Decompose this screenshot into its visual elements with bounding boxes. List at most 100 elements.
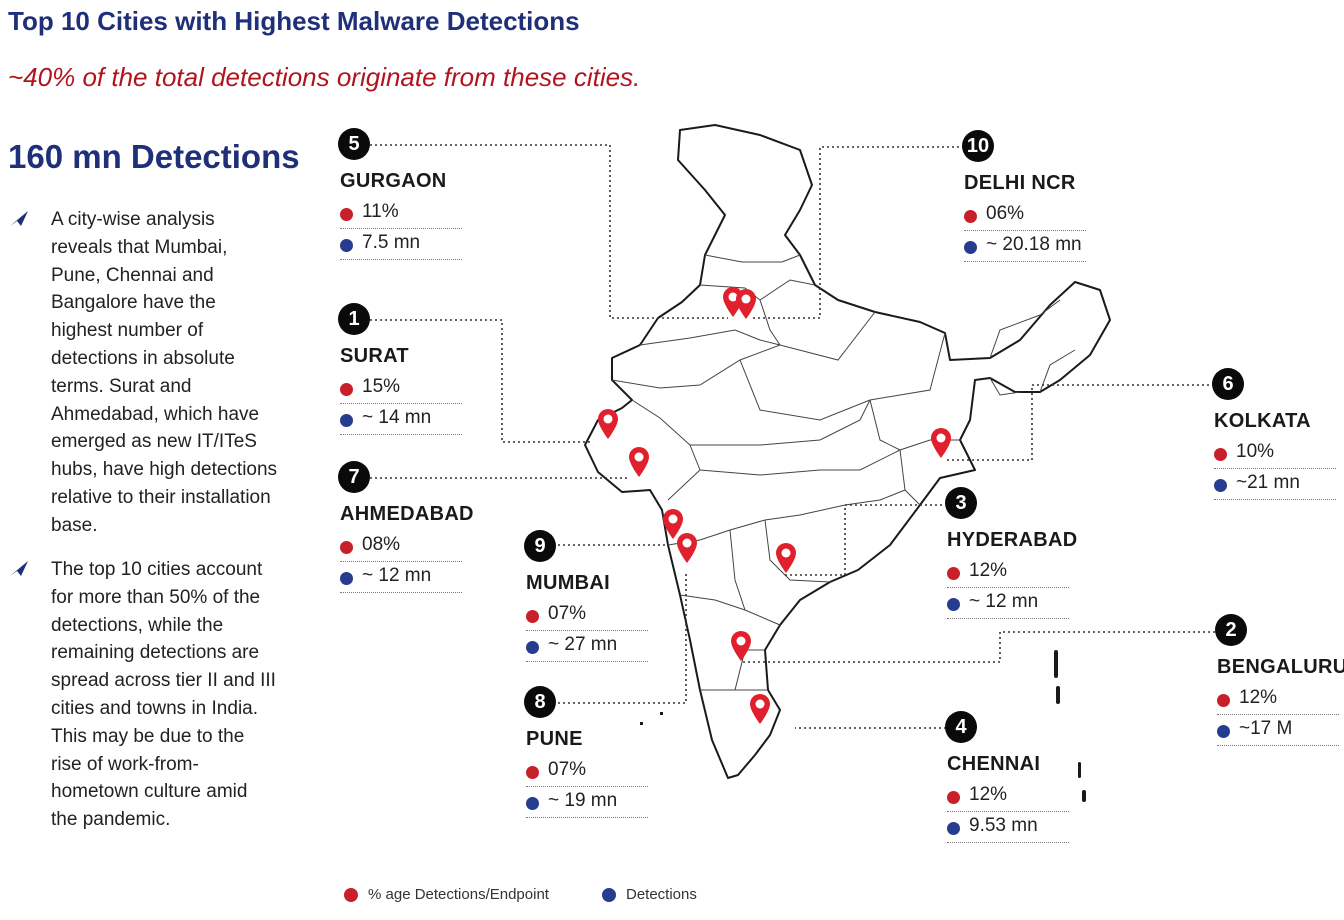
- detections-row: ~ 20.18 mn: [964, 231, 1086, 262]
- location-pin-icon: [750, 694, 770, 724]
- pct-value: 11%: [362, 201, 399, 222]
- legend-blue-dot-icon: [602, 888, 616, 902]
- detections-row: ~ 27 mn: [526, 631, 648, 662]
- red-dot-icon: [1217, 694, 1230, 707]
- red-dot-icon: [526, 610, 539, 623]
- city-name: HYDERABAD: [947, 529, 1078, 551]
- city-name: KOLKATA: [1214, 410, 1311, 432]
- location-pin-icon: [598, 409, 618, 439]
- pct-value: 10%: [1236, 441, 1275, 462]
- arrow-bullet-icon: [10, 211, 28, 226]
- pct-row: 11%: [340, 198, 462, 229]
- location-pin-icon: [677, 533, 697, 563]
- city-name: BENGALURU: [1217, 656, 1344, 678]
- detections-value: ~ 19 mn: [548, 790, 618, 811]
- detections-value: ~17 M: [1239, 718, 1293, 739]
- detections-row: ~ 12 mn: [340, 562, 462, 593]
- pct-row: 12%: [1217, 684, 1339, 715]
- bullet-text: The top 10 cities account for more than …: [51, 559, 276, 831]
- legend: % age Detections/Endpoint Detections: [344, 884, 744, 908]
- pct-value: 12%: [969, 560, 1008, 581]
- detections-value: 7.5 mn: [362, 232, 421, 253]
- islands: [640, 650, 1086, 802]
- pct-value: 07%: [548, 759, 587, 780]
- location-pin-icon: [736, 289, 756, 319]
- detections-row: ~ 19 mn: [526, 787, 648, 818]
- legend-pct-label: % age Detections/Endpoint: [368, 886, 549, 903]
- city-name: PUNE: [526, 728, 583, 750]
- page-subtitle: ~40% of the total detections originate f…: [8, 62, 641, 92]
- pct-row: 07%: [526, 600, 648, 631]
- red-dot-icon: [947, 567, 960, 580]
- pct-value: 07%: [548, 603, 587, 624]
- red-dot-icon: [340, 541, 353, 554]
- blue-dot-icon: [340, 239, 353, 252]
- rank-badge: 7: [338, 461, 370, 493]
- detections-value: ~ 14 mn: [362, 407, 432, 428]
- city-name: GURGAON: [340, 170, 447, 192]
- blue-dot-icon: [526, 797, 539, 810]
- detections-value: ~ 27 mn: [548, 634, 618, 655]
- detections-value: ~ 20.18 mn: [986, 234, 1082, 255]
- blue-dot-icon: [947, 822, 960, 835]
- rank-badge: 1: [338, 303, 370, 335]
- city-name: MUMBAI: [526, 572, 611, 594]
- pct-row: 15%: [340, 373, 462, 404]
- blue-dot-icon: [526, 641, 539, 654]
- rank-badge: 4: [945, 711, 977, 743]
- pct-value: 12%: [1239, 687, 1278, 708]
- red-dot-icon: [947, 791, 960, 804]
- pct-value: 12%: [969, 784, 1008, 805]
- red-dot-icon: [340, 208, 353, 221]
- legend-detections-label: Detections: [626, 886, 697, 903]
- city-name: AHMEDABAD: [340, 503, 474, 525]
- blue-dot-icon: [964, 241, 977, 254]
- rank-badge: 10: [962, 130, 994, 162]
- blue-dot-icon: [340, 572, 353, 585]
- detections-value: ~ 12 mn: [362, 565, 432, 586]
- city-name: SURAT: [340, 345, 409, 367]
- location-pin-icon: [931, 428, 951, 458]
- blue-dot-icon: [1214, 479, 1227, 492]
- red-dot-icon: [964, 210, 977, 223]
- location-pin-icon: [629, 447, 649, 477]
- location-pin-icon: [776, 543, 796, 573]
- detections-row: ~ 12 mn: [947, 588, 1069, 619]
- red-dot-icon: [340, 383, 353, 396]
- arrow-bullet-icon: [10, 561, 28, 576]
- bullet-text: A city-wise analysis reveals that Mumbai…: [51, 209, 278, 536]
- city-name: DELHI NCR: [964, 172, 1076, 194]
- detections-row: ~21 mn: [1214, 469, 1336, 500]
- bullet-point: A city-wise analysis reveals that Mumbai…: [8, 206, 278, 540]
- pct-row: 12%: [947, 557, 1069, 588]
- blue-dot-icon: [1217, 725, 1230, 738]
- headline-detections: 160 mn Detections: [8, 138, 300, 175]
- blue-dot-icon: [947, 598, 960, 611]
- detections-row: ~17 M: [1217, 715, 1339, 746]
- detections-row: ~ 14 mn: [340, 404, 462, 435]
- detections-row: 7.5 mn: [340, 229, 462, 260]
- blue-dot-icon: [340, 414, 353, 427]
- pct-value: 06%: [986, 203, 1025, 224]
- pct-row: 12%: [947, 781, 1069, 812]
- state-boundaries: [611, 254, 1076, 691]
- bullet-point: The top 10 cities account for more than …: [8, 556, 278, 834]
- rank-badge: 3: [945, 487, 977, 519]
- page-title: Top 10 Cities with Highest Malware Detec…: [8, 6, 580, 36]
- pct-value: 08%: [362, 534, 401, 555]
- detections-value: ~21 mn: [1236, 472, 1300, 493]
- detections-value: ~ 12 mn: [969, 591, 1039, 612]
- city-name: CHENNAI: [947, 753, 1041, 775]
- pct-row: 10%: [1214, 438, 1336, 469]
- rank-badge: 8: [524, 686, 556, 718]
- pct-row: 08%: [340, 531, 462, 562]
- detections-value: 9.53 mn: [969, 815, 1038, 836]
- pct-value: 15%: [362, 376, 401, 397]
- rank-badge: 6: [1212, 368, 1244, 400]
- location-pin-icon: [663, 509, 683, 539]
- pct-row: 06%: [964, 200, 1086, 231]
- detections-row: 9.53 mn: [947, 812, 1069, 843]
